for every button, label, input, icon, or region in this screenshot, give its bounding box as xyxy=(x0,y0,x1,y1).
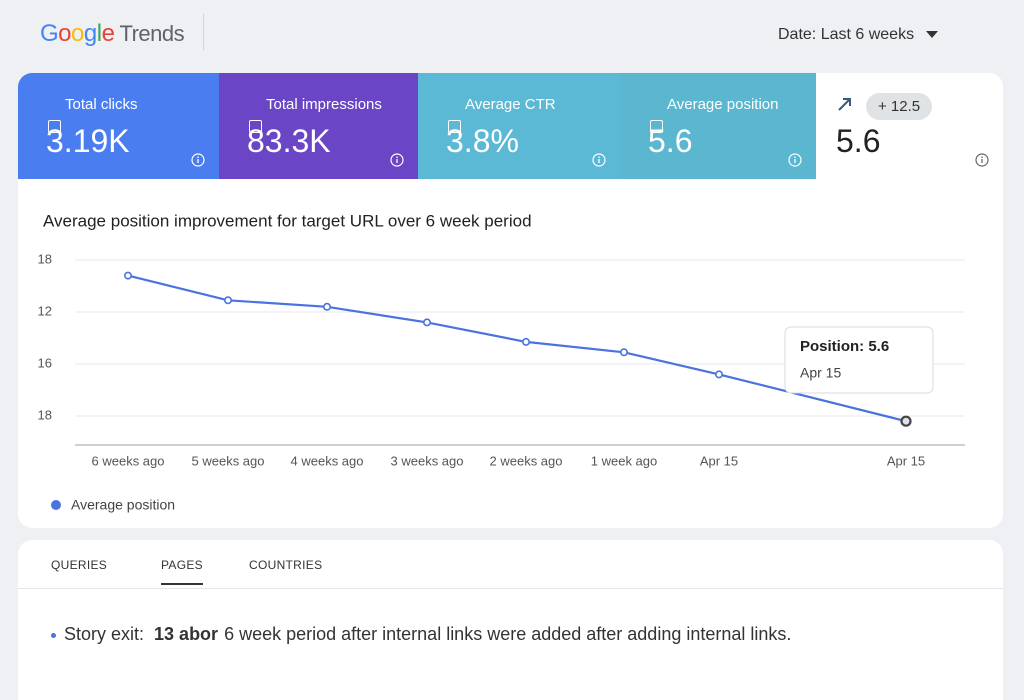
x-tick-label: 2 weeks ago xyxy=(490,453,563,468)
y-axis-label: 18 xyxy=(38,407,52,422)
info-dot xyxy=(794,156,796,158)
data-point xyxy=(322,302,331,311)
change-card[interactable]: + 12.5 5.6 xyxy=(816,73,1003,179)
checkbox-icon xyxy=(650,120,663,133)
logo[interactable]: Google Trends xyxy=(40,20,185,48)
info-ring xyxy=(788,153,802,167)
metric-label: Average CTR xyxy=(448,96,556,133)
arrow-shape xyxy=(838,98,851,111)
tab[interactable]: COUNTRIES xyxy=(249,558,323,572)
tooltip-title: Position: 5.6 xyxy=(800,338,889,355)
metric-label: Total clicks xyxy=(48,96,138,133)
data-point xyxy=(422,318,431,327)
tooltip-box xyxy=(784,326,934,394)
info-dot xyxy=(396,156,398,158)
caret-icon[interactable] xyxy=(926,31,939,39)
change-value: 5.6 xyxy=(836,123,881,159)
metric-card[interactable]: Average CTR 3.8% xyxy=(418,73,620,179)
info-dot xyxy=(981,156,983,158)
x-tick-label: Apr 15 xyxy=(700,453,738,468)
info-dot xyxy=(197,156,199,158)
data-point xyxy=(900,415,912,427)
checkbox-icon xyxy=(249,120,262,133)
metric-label: Total impressions xyxy=(249,96,382,133)
y-axis-label: 18 xyxy=(38,251,52,266)
date-filter[interactable]: Date: Last 6 weeks xyxy=(778,26,939,44)
data-line xyxy=(127,274,907,423)
data-point xyxy=(124,271,133,280)
date-filter-label[interactable]: Date: Last 6 weeks xyxy=(778,26,915,43)
info-ring xyxy=(592,153,606,167)
data-point xyxy=(619,348,628,357)
metric-label-text: Average CTR xyxy=(465,96,556,113)
metric-label: Average position xyxy=(650,96,779,133)
note: Story exit: 13 abor 6 week period after in… xyxy=(51,624,791,645)
y-axis-label: 16 xyxy=(38,355,52,370)
metric-value: 83.3K xyxy=(247,123,331,159)
metric-label-text: Total clicks xyxy=(65,96,138,113)
metric-card[interactable]: Total impressions 83.3K xyxy=(219,73,418,179)
legend-label: Average position xyxy=(71,497,175,513)
logo-letter[interactable]: g xyxy=(83,20,97,47)
logo-letter[interactable]: l xyxy=(96,20,102,47)
logo-letter[interactable]: o xyxy=(58,20,72,47)
x-tick-label: Apr 15 xyxy=(887,453,925,468)
logo-product[interactable]: Trends xyxy=(119,21,185,46)
logo-letter[interactable]: o xyxy=(71,20,84,47)
info-icon[interactable] xyxy=(592,153,606,167)
x-tick-label: 5 weeks ago xyxy=(192,453,265,468)
data-point xyxy=(224,296,233,305)
info-icon[interactable] xyxy=(191,153,205,167)
delta-pill: + 12.5 xyxy=(866,93,933,120)
app: Google Trends Date: Last 6 weeks Total cl… xyxy=(18,14,1003,700)
chart-panel: Average position improvement for target … xyxy=(18,179,1003,528)
metric-card[interactable]: Average position 5.6 xyxy=(620,73,816,179)
logo-letter[interactable]: G xyxy=(40,20,59,47)
trend-arrow xyxy=(838,98,851,111)
bullet xyxy=(51,632,56,638)
x-tick-label: 6 weeks ago xyxy=(92,453,165,468)
chart-title: Average position improvement for target … xyxy=(43,211,532,230)
y-axis-label: 12 xyxy=(38,303,52,318)
metric-label-text: Total impressions xyxy=(266,96,382,113)
checkbox-icon xyxy=(448,120,461,133)
legend-swatch xyxy=(51,500,61,510)
info-ring xyxy=(390,153,404,167)
note-highlight: 13 abor xyxy=(154,624,219,644)
separator xyxy=(18,588,1003,589)
note-text: 6 week period after internal links were … xyxy=(224,624,792,644)
info-icon[interactable] xyxy=(975,153,989,167)
metric-value: 3.8% xyxy=(446,123,519,159)
checkbox-icon xyxy=(48,120,61,133)
info-ring xyxy=(975,153,989,167)
logo-letter[interactable]: e xyxy=(101,20,115,47)
info-ring xyxy=(191,153,205,167)
note-label: Story exit: xyxy=(64,624,145,644)
x-tick-label: 3 weeks ago xyxy=(391,453,464,468)
data-point xyxy=(714,370,723,379)
metric-value: 5.6 xyxy=(648,123,693,159)
tooltip-date: Apr 15 xyxy=(800,365,841,381)
info-icon[interactable] xyxy=(788,153,802,167)
metric-label-text: Average position xyxy=(667,96,779,113)
metric-card[interactable]: Total clicks 3.19K xyxy=(18,73,219,179)
page: Google Trends dashboard { "header": { "l… xyxy=(18,14,1003,700)
chart: Average position improvement for target … xyxy=(38,211,965,513)
tab[interactable]: PAGES xyxy=(161,558,203,585)
divider xyxy=(203,14,204,50)
x-tick-label: 1 week ago xyxy=(591,453,658,468)
info-icon[interactable] xyxy=(390,153,404,167)
data-point xyxy=(521,337,530,346)
metric-value: 3.19K xyxy=(46,123,130,159)
metric-cards: Total clicks 3.19K Total impressions 83.3K A… xyxy=(18,73,1003,179)
info-dot xyxy=(598,156,600,158)
tab[interactable]: QUERIES xyxy=(51,558,108,572)
x-tick-label: 4 weeks ago xyxy=(291,453,364,468)
details-panel: QUERIES PAGES COUNTRIES Story exit: 13 abor… xyxy=(18,540,1003,700)
